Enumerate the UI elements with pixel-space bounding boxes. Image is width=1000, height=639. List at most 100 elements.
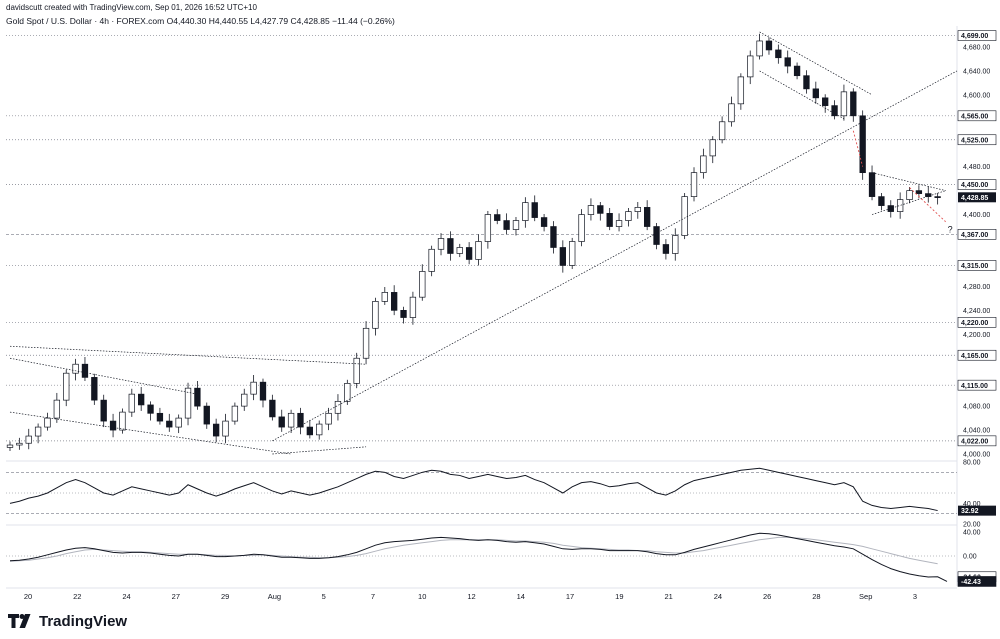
candle-body	[906, 190, 913, 200]
candle-body	[344, 383, 351, 402]
macd-signal-line	[9, 536, 938, 565]
candle-body	[269, 399, 276, 418]
price-tick-label: 4,480.00	[963, 164, 990, 171]
level-label-box	[957, 260, 997, 271]
candle-body	[63, 372, 70, 401]
price-tick-label: 4,040.00	[963, 428, 990, 435]
symbol-title: Gold Spot / U.S. Dollar · 4h · FOREX.com	[6, 16, 165, 26]
candle-body	[166, 420, 173, 428]
pennant-lower-line	[871, 190, 946, 215]
level-label-box	[957, 435, 997, 447]
candle-body	[391, 292, 398, 311]
candle-body	[381, 292, 388, 302]
candle-body	[212, 423, 220, 437]
price-tick-label: 4,680.00	[963, 44, 990, 51]
time-tick-label: 14	[517, 592, 525, 601]
candle-body	[325, 412, 332, 425]
candle-body	[765, 40, 773, 51]
candle-body	[6, 444, 14, 448]
candle-body	[587, 205, 595, 215]
candle-body	[840, 91, 848, 117]
level-label: 4,115.00	[961, 383, 988, 390]
macd-last-box	[957, 576, 997, 587]
candle-body	[334, 400, 342, 414]
candle-body	[540, 217, 548, 227]
last-price-box	[958, 192, 996, 203]
candle-body	[859, 115, 866, 174]
macd-last-label: -42.43	[961, 579, 981, 586]
time-tick-label: 3	[913, 592, 917, 601]
candle-body	[915, 190, 923, 194]
candle-body	[868, 172, 876, 197]
candle-body	[597, 205, 604, 214]
candle-body	[812, 88, 819, 99]
level-label: 4,450.00	[961, 182, 988, 189]
ohlc-open: O4,440.30	[166, 16, 207, 26]
candle-body	[625, 211, 632, 221]
candle-body	[428, 248, 435, 272]
candle-body	[484, 214, 492, 242]
candle-body	[578, 214, 585, 242]
candle-body	[793, 65, 801, 77]
time-tick-label: 24	[122, 592, 130, 601]
question-annotation: ?	[948, 225, 953, 235]
candle-body	[887, 205, 894, 212]
candle-body	[91, 377, 98, 401]
candle-body	[775, 49, 782, 59]
time-tick-label: 28	[812, 592, 820, 601]
rsi-last-box	[958, 505, 996, 516]
candle-body	[306, 426, 314, 436]
rsi-tick-label: 20.00	[963, 522, 981, 529]
candle-body	[194, 387, 201, 407]
candle-body	[16, 442, 23, 446]
candle-body	[456, 247, 463, 254]
candle-body	[494, 214, 501, 221]
candle-body	[184, 387, 192, 419]
candle-body	[250, 381, 257, 395]
candle-body	[241, 393, 248, 407]
candle-body	[44, 417, 51, 428]
candles-group	[6, 33, 941, 452]
macd-tick-label: 0.00	[963, 554, 977, 561]
tradingview-brand[interactable]: TradingView	[8, 611, 127, 631]
candle-body	[850, 91, 857, 117]
flag-lower-line	[759, 70, 845, 120]
candle-body	[662, 244, 670, 254]
candle-body	[784, 57, 791, 67]
projection-arrow	[909, 187, 946, 223]
candle-body	[400, 309, 407, 318]
candle-body	[878, 196, 885, 206]
level-label: 4,220.00	[961, 320, 988, 327]
candle-body	[222, 420, 229, 437]
level-label: 4,367.00	[961, 232, 988, 239]
candle-body	[606, 213, 613, 227]
candle-body	[756, 40, 763, 57]
ohlc-close: C4,428.85	[290, 16, 330, 26]
candle-body	[634, 207, 641, 212]
candle-body	[138, 393, 145, 406]
level-label: 4,699.00	[961, 33, 988, 40]
time-tick-label: 27	[172, 592, 180, 601]
candle-body	[700, 155, 707, 174]
created-by-text: davidscutt created with TradingView.com,…	[6, 3, 257, 12]
rsi-tick-label: 80.00	[963, 460, 981, 467]
level-label-box	[957, 30, 997, 41]
candle-body	[615, 220, 623, 227]
candle-body	[822, 97, 829, 106]
time-tick-label: 22	[73, 592, 81, 601]
channel-line	[9, 345, 367, 365]
price-tick-label: 4,200.00	[963, 332, 990, 339]
time-tick-label: 29	[221, 592, 229, 601]
candle-body	[737, 76, 745, 105]
candle-body	[372, 301, 379, 329]
candle-body	[25, 435, 32, 444]
flag-upper-line	[759, 31, 873, 96]
candle-body	[203, 405, 210, 425]
candle-body	[653, 226, 660, 245]
level-label-box	[957, 317, 997, 328]
candle-body	[72, 363, 79, 374]
brand-name: TradingView	[39, 612, 128, 630]
candle-body	[672, 235, 679, 254]
candle-body	[569, 241, 576, 266]
